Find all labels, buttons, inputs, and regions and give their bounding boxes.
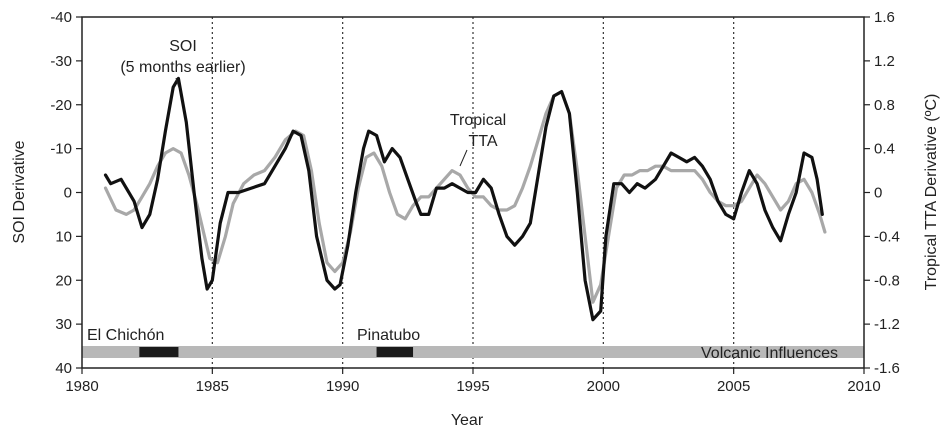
left-tick-label-5: 10 <box>55 228 72 245</box>
right-tick-label-5: -0.4 <box>874 228 900 245</box>
right-tick-label-3: 0.4 <box>874 141 895 158</box>
left-tick-label-8: 40 <box>55 360 72 377</box>
x-tick-label-6: 2010 <box>847 378 880 395</box>
right-tick-label-0: 1.6 <box>874 9 895 26</box>
x-tick-label-3: 1995 <box>456 378 489 395</box>
right-tick-label-2: 0.8 <box>874 97 895 114</box>
volcanic-bar <box>82 346 864 358</box>
volcanic-influences-label: Volcanic Influences <box>701 345 838 362</box>
y-axis-title-left: SOI Derivative <box>11 140 28 243</box>
y-axis-title-right: Tropical TTA Derivative (ºC) <box>923 94 940 291</box>
pinatubo-label: Pinatubo <box>357 327 420 344</box>
x-tick-label-1: 1985 <box>196 378 229 395</box>
left-tick-label-0: -40 <box>50 9 72 26</box>
tta-annotation-2: TTA <box>468 133 497 150</box>
soi-annotation: SOI <box>169 38 197 55</box>
soi-annotation-sub: (5 months earlier) <box>120 59 245 76</box>
eruption-period-2 <box>376 347 414 357</box>
tta-annotation: Tropical <box>450 112 506 129</box>
eruption-period-1 <box>139 347 179 357</box>
right-tick-label-6: -0.8 <box>874 272 900 289</box>
data-series <box>103 76 827 322</box>
volcanic-influences-bar <box>82 346 864 358</box>
axes: 1980 1985 1990 1995 2000 2005 2010-40-30-20-10… <box>50 9 900 395</box>
x-tick-label-5: 2005 <box>717 378 750 395</box>
left-tick-label-3: -10 <box>50 141 72 158</box>
series-line-tropical-tta <box>103 90 827 304</box>
left-tick-label-4: 0 <box>64 185 72 202</box>
x-tick-label-0: 1980 <box>65 378 98 395</box>
right-tick-label-8: -1.6 <box>874 360 900 377</box>
left-tick-label-2: -20 <box>50 97 72 114</box>
left-tick-label-6: 20 <box>55 272 72 289</box>
tta-annotation-pointer <box>459 149 468 167</box>
left-tick-label-1: -30 <box>50 53 72 70</box>
x-axis-title: Year <box>451 412 484 429</box>
right-tick-label-4: 0 <box>874 185 882 202</box>
soi-annotation-pointer <box>175 77 180 89</box>
left-tick-label-7: 30 <box>55 316 72 333</box>
series-line-soi <box>103 76 824 322</box>
right-tick-label-7: -1.2 <box>874 316 900 333</box>
x-tick-label-2: 1990 <box>326 378 359 395</box>
el-chichon-label: El Chichón <box>87 327 164 344</box>
x-tick-label-4: 2000 <box>587 378 620 395</box>
right-tick-label-1: 1.2 <box>874 53 895 70</box>
